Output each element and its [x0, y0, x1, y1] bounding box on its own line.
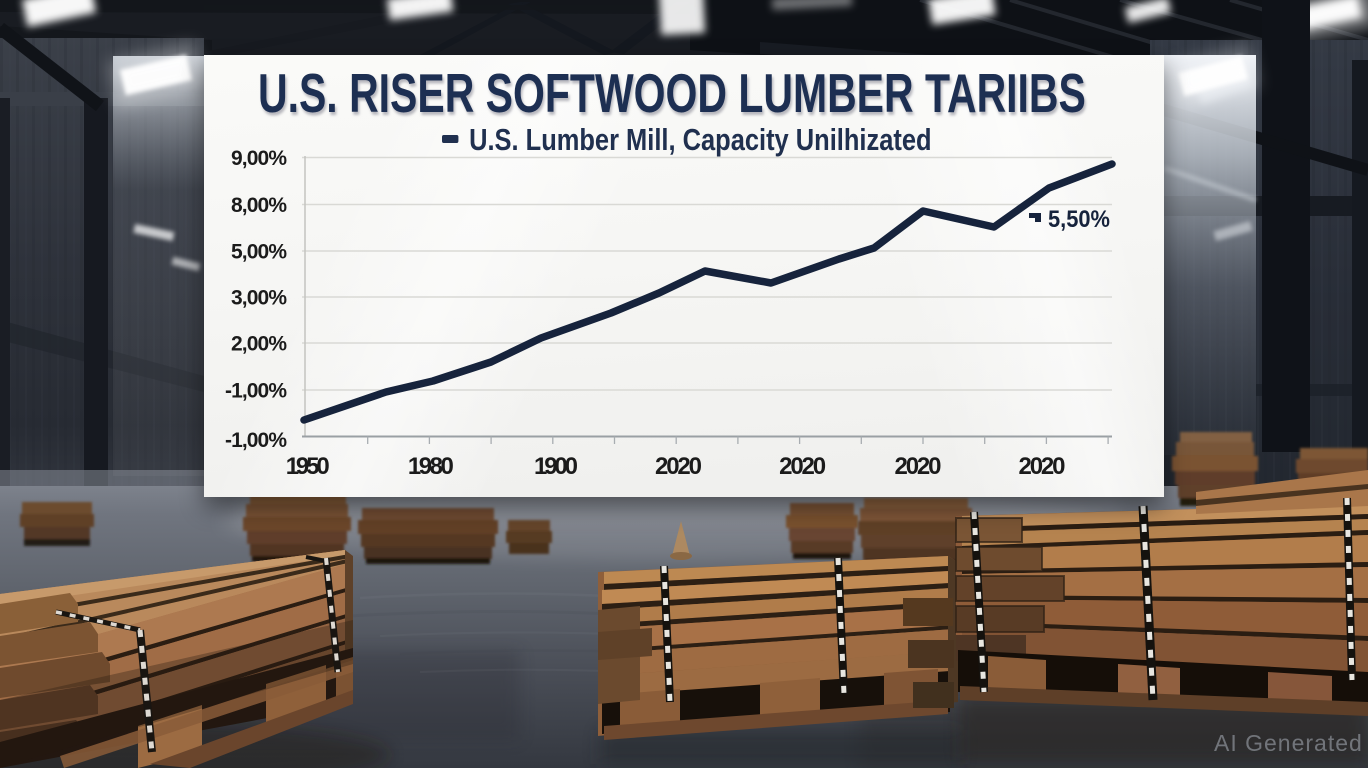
svg-text:-1,00%: -1,00%	[225, 429, 287, 452]
svg-text:-1,00%: -1,00%	[225, 380, 287, 403]
svg-text:2020: 2020	[895, 453, 942, 480]
svg-text:3,00%: 3,00%	[231, 287, 287, 310]
svg-text:5,50%: 5,50%	[1048, 206, 1110, 233]
svg-text:2020: 2020	[655, 453, 702, 480]
svg-text:1950: 1950	[286, 453, 330, 480]
svg-text:9,00%: 9,00%	[231, 147, 287, 170]
svg-text:1900: 1900	[534, 453, 578, 480]
svg-text:2020: 2020	[779, 453, 826, 480]
svg-text:5,00%: 5,00%	[231, 241, 287, 264]
svg-text:1980: 1980	[408, 453, 454, 480]
svg-text:8,00%: 8,00%	[231, 194, 287, 217]
svg-text:2,00%: 2,00%	[231, 333, 287, 356]
svg-text:2020: 2020	[1019, 453, 1066, 480]
